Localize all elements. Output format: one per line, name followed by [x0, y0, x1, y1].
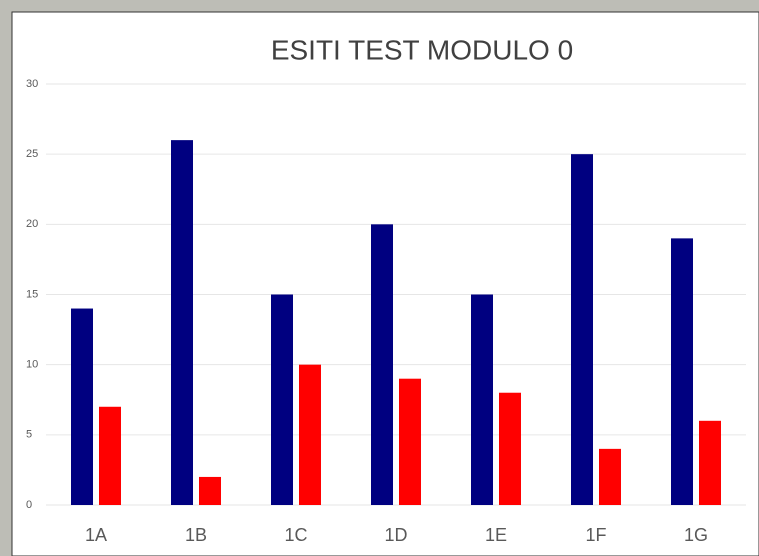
bar	[99, 406, 121, 505]
bar	[271, 294, 293, 505]
chart-title: ESITI TEST MODULO 0	[271, 34, 573, 65]
bar	[299, 364, 321, 505]
bar	[699, 420, 721, 505]
bar	[671, 238, 693, 505]
bar	[171, 140, 193, 505]
y-tick-label: 5	[26, 429, 32, 441]
x-tick-label: 1C	[284, 525, 307, 545]
x-tick-label: 1A	[85, 525, 107, 545]
y-tick-label: 0	[26, 499, 32, 511]
x-tick-label: 1D	[384, 525, 407, 545]
bar	[471, 294, 493, 505]
bar	[199, 476, 221, 505]
y-tick-label: 30	[26, 78, 38, 90]
bar	[599, 448, 621, 505]
x-tick-label: 1E	[485, 525, 507, 545]
y-tick-label: 10	[26, 359, 38, 371]
bar	[499, 392, 521, 505]
x-tick-label: 1F	[585, 525, 606, 545]
x-tick-label: 1B	[185, 525, 207, 545]
bar	[399, 378, 421, 505]
y-tick-label: 25	[26, 148, 38, 160]
bar	[371, 224, 393, 506]
y-tick-label: 20	[26, 218, 38, 230]
bar	[71, 308, 93, 505]
y-tick-label: 15	[26, 288, 38, 300]
x-tick-label: 1G	[684, 525, 708, 545]
bar	[571, 154, 593, 505]
